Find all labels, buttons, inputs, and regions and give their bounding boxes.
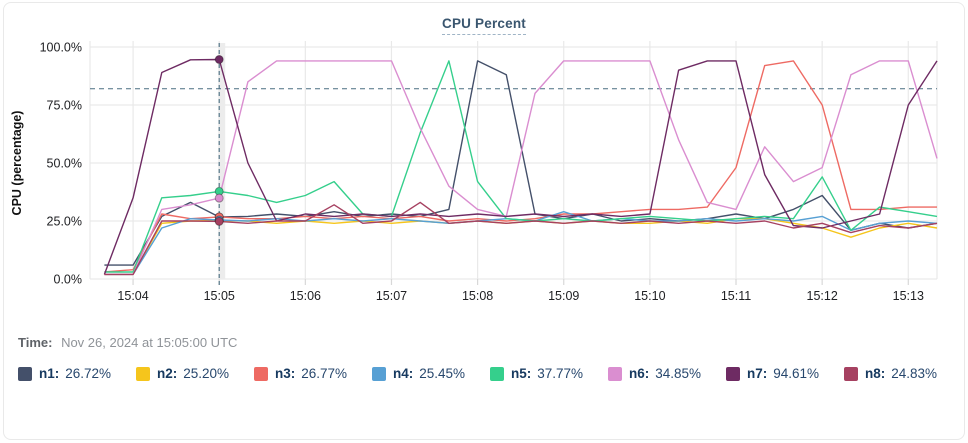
legend-name-n4: n4:: [393, 366, 414, 381]
legend-swatch-n5: [490, 366, 504, 381]
cursor-time-row: Time: Nov 26, 2024 at 15:05:00 UTC: [18, 335, 964, 350]
series-line-n6: [104, 60, 938, 276]
y-axis-title: CPU (percentage): [10, 111, 24, 216]
cursor-dot-n6: [214, 193, 224, 203]
legend-swatch-n2: [136, 366, 150, 381]
legend-swatch-n3: [254, 366, 268, 381]
x-tick-label: 15:13: [893, 289, 924, 303]
legend-value-n8: 24.83%: [891, 366, 938, 381]
legend-name-n2: n2:: [157, 366, 178, 381]
y-tick-label: 0.0%: [54, 273, 83, 287]
series-line-n5: [104, 60, 938, 273]
legend-item-n1: n1: 26.72%: [18, 366, 136, 381]
series-line-n8: [104, 201, 938, 276]
legend-swatch-n1: [18, 366, 32, 381]
legend-item-n4: n4: 25.45%: [372, 366, 490, 381]
x-tick-label: 15:10: [634, 289, 665, 303]
x-tick-label: 15:04: [117, 289, 148, 303]
cursor-column-band: [218, 43, 226, 279]
series-line-n7: [103, 58, 938, 275]
x-tick-label: 15:06: [290, 289, 321, 303]
legend-value-n4: 25.45%: [419, 366, 466, 381]
x-tick-label: 15:12: [807, 289, 838, 303]
legend-value-n7: 94.61%: [773, 366, 820, 381]
legend-value-n3: 26.77%: [301, 366, 348, 381]
legend-swatch-n8: [844, 366, 858, 381]
legend-item-n7: n7: 94.61%: [726, 366, 844, 381]
time-label: Time:: [18, 335, 53, 350]
plot-hover-area[interactable]: [90, 41, 937, 279]
y-tick-label: 25.0%: [47, 215, 82, 229]
cursor-dot-n7: [214, 55, 224, 65]
legend-item-n5: n5: 37.77%: [490, 366, 608, 381]
chart-title[interactable]: CPU Percent: [442, 16, 526, 35]
series-line-n1: [104, 60, 938, 266]
legend-name-n1: n1:: [39, 366, 60, 381]
cpu-percent-line-chart[interactable]: 0.0% 25.0% 50.0% 75.0% 100.0% 15:04 15:05 15:06…: [4, 37, 966, 309]
legend-name-n8: n8:: [865, 366, 886, 381]
x-tick-label: 15:08: [462, 289, 493, 303]
legend-item-n2: n2: 25.20%: [136, 366, 254, 381]
y-tick-label: 100.0%: [40, 41, 82, 55]
x-tick-label: 15:09: [548, 289, 579, 303]
y-tick-label: 75.0%: [47, 99, 82, 113]
x-tick-label: 15:07: [376, 289, 407, 303]
legend-item-n6: n6: 34.85%: [608, 366, 726, 381]
x-tick-label: 15:11: [721, 289, 751, 303]
legend-name-n7: n7:: [747, 366, 768, 381]
legend-name-n3: n3:: [275, 366, 296, 381]
legend-value-n5: 37.77%: [537, 366, 584, 381]
x-tick-label: 15:05: [204, 289, 235, 303]
cpu-percent-chart-card: CPU Percent 0.0% 25.0% 50.0% 75.0% 100.0% 15:…: [3, 2, 965, 440]
legend-item-n3: n3: 26.77%: [254, 366, 372, 381]
legend-value-n2: 25.20%: [183, 366, 230, 381]
time-value: Nov 26, 2024 at 15:05:00 UTC: [61, 335, 238, 350]
legend-item-n8: n8: 24.83%: [844, 366, 962, 381]
chart-title-row: CPU Percent: [4, 3, 964, 37]
legend-name-n5: n5:: [511, 366, 532, 381]
chart-plot-container: 0.0% 25.0% 50.0% 75.0% 100.0% 15:04 15:05 15:06…: [4, 37, 966, 309]
chart-legend: n1: 26.72% n2: 25.20% n3: 26.77% n4: 25.…: [18, 366, 964, 381]
legend-value-n6: 34.85%: [655, 366, 702, 381]
y-tick-label: 50.0%: [47, 157, 82, 171]
legend-value-n1: 26.72%: [65, 366, 112, 381]
legend-swatch-n6: [608, 366, 622, 381]
cursor-dot-n8: [214, 216, 224, 226]
legend-swatch-n7: [726, 366, 740, 381]
legend-swatch-n4: [372, 366, 386, 381]
legend-name-n6: n6:: [629, 366, 650, 381]
